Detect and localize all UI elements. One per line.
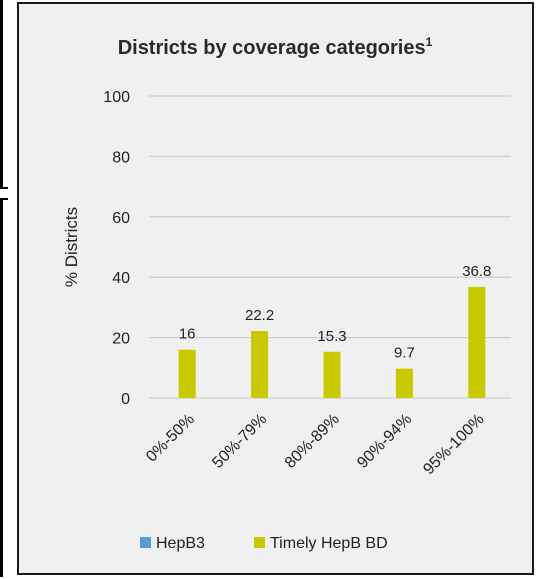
y-tick-label: 100 [103, 89, 130, 106]
y-tick-label: 20 [112, 331, 130, 348]
legend-swatch [254, 537, 265, 548]
left-panel-edge-top [0, 0, 3, 188]
bar-timely-hepb-bd [251, 330, 269, 398]
bars [178, 286, 486, 398]
y-tick-label: 0 [121, 391, 130, 408]
y-tick-label: 40 [112, 270, 130, 287]
chart-title-superscript: 1 [426, 35, 433, 49]
chart-title: Districts by coverage categories1 [118, 35, 433, 59]
data-label: 36.8 [462, 263, 491, 280]
bar-timely-hepb-bd [468, 286, 486, 398]
gridlines [149, 95, 511, 399]
x-tick-label: 0%-50% [143, 411, 198, 466]
chart-svg: Districts by coverage categories1 0 20 40 6… [62, 35, 511, 552]
data-label: 22.2 [245, 307, 274, 324]
legend-label: HepB3 [156, 535, 205, 552]
chart-panel: Districts by coverage categories1 0 20 40 6… [17, 2, 534, 575]
x-tick-labels: 0%-50% 50%-79% 80%-89% 90%-94% 95%-100% [143, 411, 487, 478]
legend: HepB3 Timely HepB BD [140, 535, 388, 552]
left-panel-edge-bottom-top [0, 198, 8, 200]
x-tick-label: 90%-94% [354, 411, 415, 472]
y-tick-label: 80 [112, 149, 130, 166]
y-tick-label: 60 [112, 210, 130, 227]
data-label: 16 [179, 326, 196, 343]
left-panel-edge-bottom [0, 199, 3, 577]
data-label: 9.7 [394, 345, 415, 362]
legend-swatch [140, 537, 151, 548]
data-labels: 16 22.2 15.3 9.7 36.8 [179, 263, 492, 362]
legend-label: Timely HepB BD [270, 535, 388, 552]
x-tick-label: 95%-100% [420, 411, 487, 478]
x-tick-label: 80%-89% [282, 411, 343, 472]
x-tick-label: 50%-79% [209, 411, 270, 472]
data-label: 15.3 [317, 328, 346, 345]
bar-timely-hepb-bd [178, 349, 196, 398]
left-panel-edge-top-bottom [0, 187, 8, 189]
y-axis-title: % Districts [62, 207, 81, 287]
bar-timely-hepb-bd [323, 351, 341, 398]
bar-timely-hepb-bd [395, 368, 413, 398]
y-tick-labels: 0 20 40 60 80 100 [103, 89, 130, 408]
